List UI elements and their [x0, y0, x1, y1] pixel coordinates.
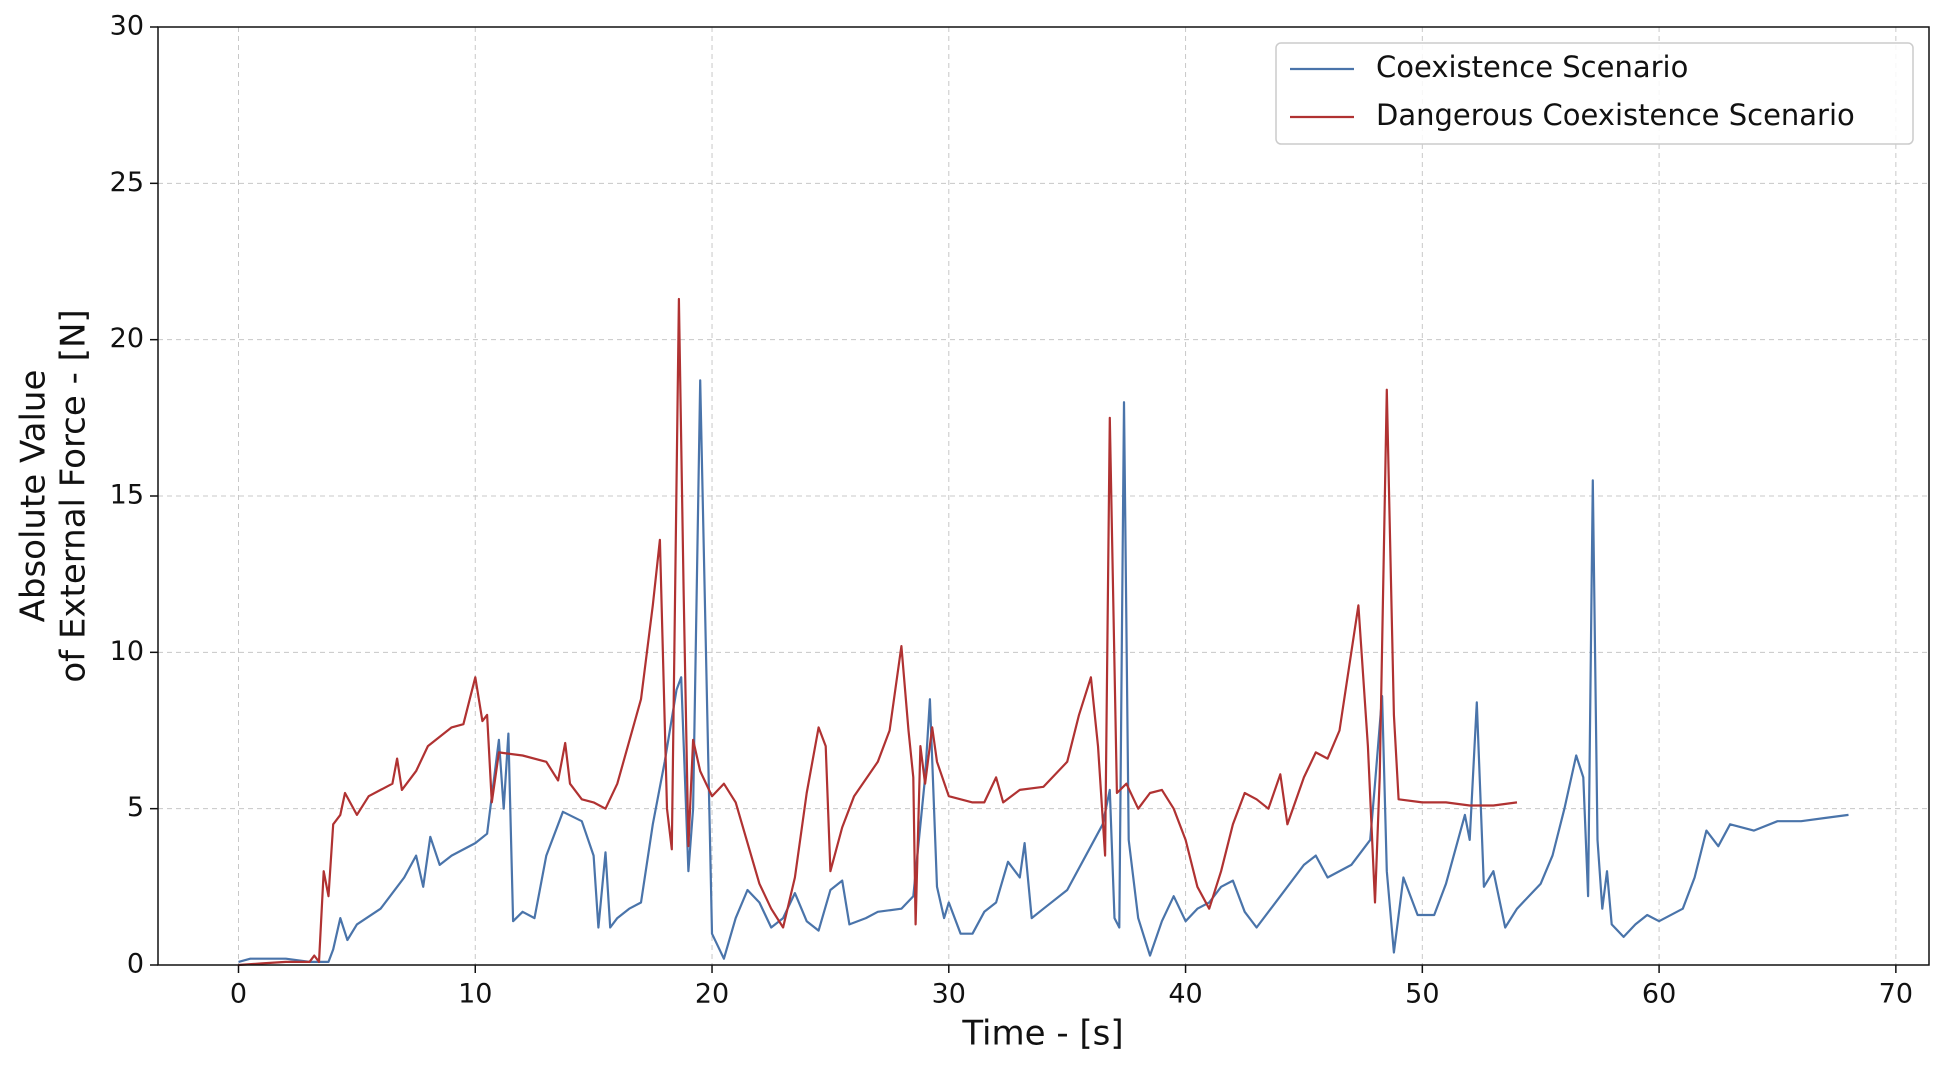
- y-tick-label: 10: [110, 636, 144, 667]
- y-axis-label: Absolute Value of External Force - [N]: [14, 309, 94, 682]
- y-tick-label: 30: [110, 11, 144, 42]
- legend-box: [1275, 42, 1914, 145]
- y-tick-label: 0: [127, 949, 144, 980]
- legend-label: Dangerous Coexistence Scenario: [1376, 98, 1855, 132]
- x-tick-label: 0: [230, 979, 247, 1010]
- x-tick-label: 20: [695, 979, 729, 1010]
- x-tick-label: 70: [1879, 979, 1913, 1010]
- x-tick-label: 60: [1642, 979, 1676, 1010]
- legend: Coexistence Scenario Dangerous Coexistenc…: [1275, 42, 1914, 145]
- legend-label: Coexistence Scenario: [1376, 50, 1688, 84]
- y-tick-label: 20: [110, 323, 144, 354]
- series-line: [238, 379, 1849, 963]
- x-tick-label: 50: [1405, 979, 1439, 1010]
- y-tick-label: 15: [110, 480, 144, 511]
- plot-frame: [157, 26, 1930, 966]
- x-tick-label: 10: [458, 979, 492, 1010]
- y-axis-label-line: of External Force - [N]: [54, 309, 94, 682]
- x-tick-label: 30: [932, 979, 966, 1010]
- y-tick-label: 25: [110, 167, 144, 198]
- series-line: [238, 297, 1518, 967]
- x-tick-label: 40: [1168, 979, 1202, 1010]
- x-axis-label: Time - [s]: [961, 1014, 1123, 1054]
- y-axis-label-line: Absolute Value: [14, 370, 54, 623]
- y-tick-label: 5: [127, 792, 144, 823]
